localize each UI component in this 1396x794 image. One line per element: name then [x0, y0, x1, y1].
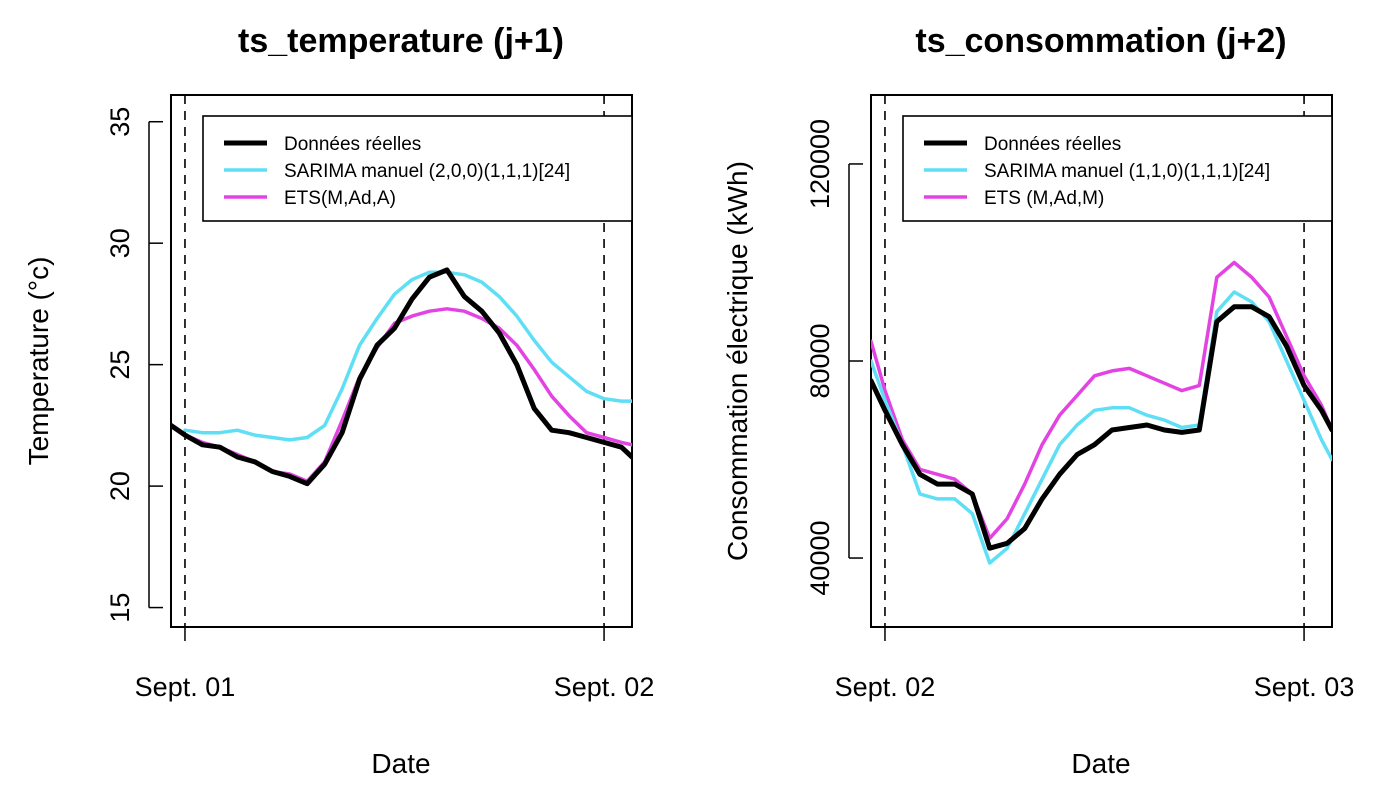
chart-title: ts_consommation (j+2) — [915, 22, 1286, 60]
legend: Données réelles SARIMA manuel (1,1,0)(1,1… — [902, 115, 1333, 222]
series-line-3 — [183, 307, 632, 483]
series-line-2 — [871, 290, 1332, 565]
legend-label-1: Données réelles — [284, 134, 421, 155]
y-axis: 15 20 25 30 35 — [105, 107, 163, 623]
x-tick-label: Sept. 02 — [835, 672, 936, 702]
x-axis: Sept. 01 Sept. 02 — [135, 627, 655, 702]
y-tick-label: 120000 — [805, 119, 835, 209]
y-tick-label: 30 — [105, 228, 135, 258]
series-group — [871, 260, 1332, 565]
legend-label-3: ETS(M,Ad,A) — [284, 188, 396, 209]
legend-box — [202, 115, 633, 222]
series-line-1 — [171, 267, 632, 487]
x-tick-label: Sept. 01 — [135, 672, 236, 702]
y-tick-label: 20 — [105, 471, 135, 501]
x-axis-label: Date — [1071, 748, 1130, 779]
y-axis-label: Consommation électrique (kWh) — [722, 161, 753, 561]
x-tick-label: Sept. 03 — [1254, 672, 1355, 702]
y-tick-label: 15 — [105, 593, 135, 623]
legend-label-1: Données réelles — [984, 134, 1121, 155]
y-tick-label: 80000 — [805, 323, 835, 398]
legend: Données réelles SARIMA manuel (2,0,0)(1,1… — [202, 115, 633, 222]
legend-box — [902, 115, 1333, 222]
legend-label-2: SARIMA manuel (2,0,0)(1,1,1)[24] — [284, 161, 570, 182]
y-tick-label: 40000 — [805, 520, 835, 595]
chart-title: ts_temperature (j+1) — [238, 22, 564, 60]
y-tick-label: 35 — [105, 107, 135, 137]
y-axis: 40000 80000 120000 — [805, 119, 863, 596]
x-tick-label: Sept. 02 — [554, 672, 655, 702]
y-tick-label: 25 — [105, 350, 135, 380]
plot-frame — [170, 94, 633, 628]
legend-label-2: SARIMA manuel (1,1,0)(1,1,1)[24] — [984, 161, 1270, 182]
x-axis: Sept. 02 Sept. 03 — [835, 627, 1355, 702]
legend-label-3: ETS (M,Ad,M) — [984, 188, 1104, 209]
series-line-2 — [183, 270, 632, 442]
series-line-1 — [871, 304, 1332, 551]
chart-panel-2: ts_consommation (j+2) 40000 80000 120000 Sep… — [722, 22, 1354, 779]
series-line-3 — [871, 260, 1332, 541]
y-axis-label: Temperature (°c) — [23, 257, 54, 466]
series-group — [171, 267, 632, 487]
x-axis-label: Date — [371, 748, 430, 779]
